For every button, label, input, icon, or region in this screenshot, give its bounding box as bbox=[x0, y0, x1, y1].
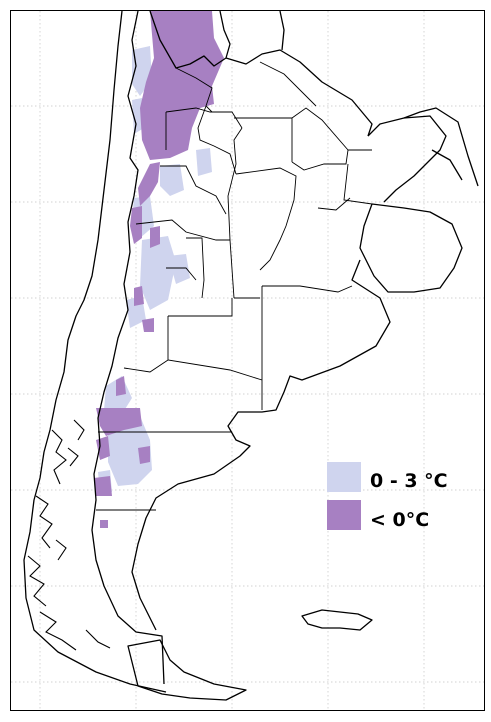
province-borders bbox=[96, 61, 373, 511]
legend-label-cold: 0 - 3 °C bbox=[370, 470, 448, 492]
legend-swatch-cold bbox=[327, 462, 361, 492]
legend-swatch-freezing bbox=[327, 500, 361, 530]
map-border bbox=[10, 10, 485, 711]
fjord-islands bbox=[27, 419, 111, 651]
map-legend: 0 - 3 °C < 0°C bbox=[327, 462, 448, 531]
legend-label-freezing: < 0°C bbox=[370, 509, 429, 531]
frost-area-below-0c bbox=[94, 11, 224, 528]
country-borders bbox=[23, 10, 479, 701]
